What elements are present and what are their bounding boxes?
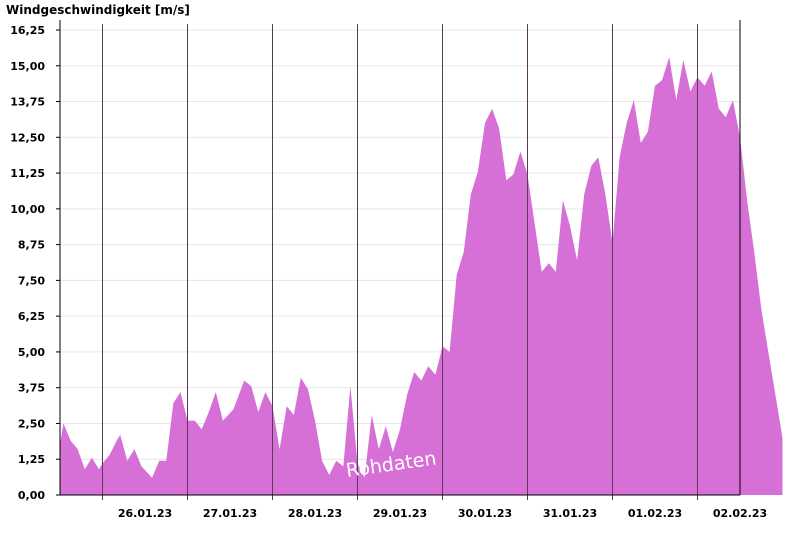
y-tick-label: 16,25 bbox=[10, 24, 45, 37]
chart-title: Windgeschwindigkeit [m/s] bbox=[6, 3, 190, 17]
y-tick-label: 13,75 bbox=[10, 96, 45, 109]
y-tick-label: 1,25 bbox=[18, 453, 45, 466]
y-axis: 0,00 1,25 2,50 3,75 5,00 6,25 7,50 8,75 10,00 11,… bbox=[10, 20, 741, 502]
x-tick-label: 28.01.23 bbox=[288, 507, 342, 520]
grid-lines bbox=[60, 29, 740, 496]
y-tick-label: 8,75 bbox=[18, 239, 45, 252]
y-tick-label: 2,50 bbox=[18, 417, 45, 430]
y-tick-label: 6,25 bbox=[18, 310, 45, 323]
x-tick-label: 29.01.23 bbox=[373, 507, 427, 520]
x-tick-label: 26.01.23 bbox=[118, 507, 172, 520]
x-tick-label: 31.01.23 bbox=[543, 507, 597, 520]
y-tick-label: 7,50 bbox=[18, 274, 45, 287]
y-tick-label: 3,75 bbox=[18, 382, 45, 395]
x-tick-label: 30.01.23 bbox=[458, 507, 512, 520]
x-axis: 26.01.23 27.01.23 28.01.23 29.01.23 30.01.23… bbox=[60, 494, 767, 520]
y-tick-label: 15,00 bbox=[10, 60, 45, 73]
y-tick-label: 10,00 bbox=[10, 203, 45, 216]
day-separator-lines bbox=[102, 24, 698, 500]
y-tick-label: 5,00 bbox=[18, 346, 45, 359]
y-tick-label: 0,00 bbox=[18, 489, 45, 502]
x-tick-label: 27.01.23 bbox=[203, 507, 257, 520]
y-tick-label: 12,50 bbox=[10, 131, 45, 144]
y-tick-label: 11,25 bbox=[10, 167, 45, 180]
wind-speed-area bbox=[60, 57, 783, 495]
x-tick-label: 01.02.23 bbox=[628, 507, 682, 520]
x-tick-label: 02.02.23 bbox=[713, 507, 767, 520]
